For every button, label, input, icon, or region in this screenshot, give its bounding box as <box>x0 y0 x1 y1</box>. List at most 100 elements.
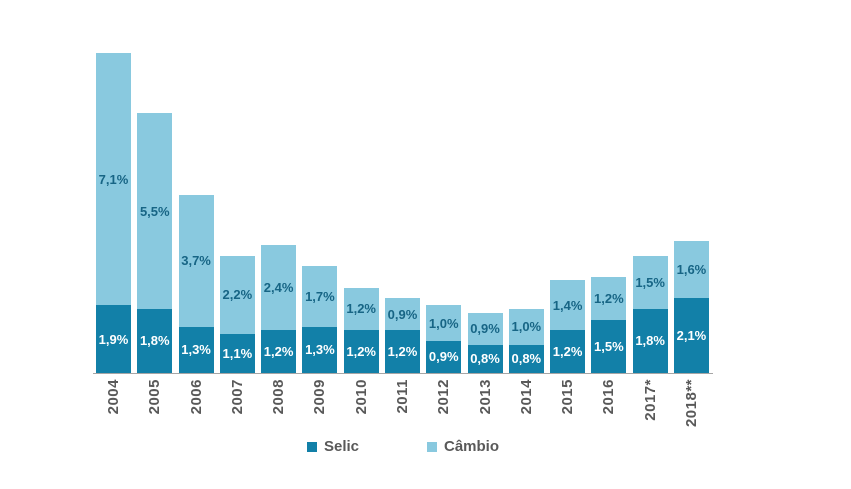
data-label: 5,5% <box>139 203 170 219</box>
x-tick-label: 2014 <box>517 379 535 415</box>
data-label: 1,0% <box>511 319 542 335</box>
data-label: 1,4% <box>552 297 583 313</box>
x-tick-label: 2013 <box>476 379 494 415</box>
data-label: 1,2% <box>263 344 294 360</box>
bar-2007: 1,1% 2,2% <box>219 255 255 373</box>
bar-segment-cmbio-2004: 7,1% <box>96 52 131 306</box>
data-label: 0,9% <box>470 321 500 337</box>
bar-segment-selic-2009: 1,3% <box>302 326 338 373</box>
bar-2013: 0,8% 0,9% <box>467 312 503 373</box>
data-label: 1,5% <box>594 338 624 354</box>
bar-segment-selic-2015: 1,2% <box>550 330 586 373</box>
bar-2015: 1,2% 1,4% <box>550 280 586 373</box>
bar-segment-selic-2005: 1,8% <box>137 308 173 373</box>
x-tick-label: 2005 <box>146 379 164 415</box>
bar-segment-cmbio-2011: 0,9% <box>384 298 420 331</box>
data-label: 2,4% <box>263 280 294 296</box>
bar-2008: 1,2% 2,4% <box>261 244 297 373</box>
data-label: 2,2% <box>222 287 253 303</box>
bar-2018**: 2,1% 1,6% <box>673 241 709 373</box>
data-label: 1,8% <box>139 333 170 349</box>
bar-segment-cmbio-2008: 2,4% <box>261 244 297 331</box>
bar-2011: 1,2% 0,9% <box>384 298 420 373</box>
data-label: 1,2% <box>387 344 418 360</box>
x-tick-label: 2008 <box>270 379 288 415</box>
bar-2010: 1,2% 1,2% <box>343 287 379 373</box>
x-tick-label: 2007 <box>228 379 246 415</box>
data-label: 1,0% <box>428 315 459 331</box>
x-tick-label: 2012 <box>435 379 453 415</box>
data-label: 1,6% <box>676 262 707 278</box>
data-label: 1,2% <box>594 290 624 306</box>
bar-segment-cmbio-2007: 2,2% <box>219 255 255 334</box>
data-label: 1,3% <box>305 342 335 358</box>
bar-2006: 1,3% 3,7% <box>178 195 214 373</box>
data-label: 1,8% <box>635 333 665 349</box>
data-label: 1,3% <box>181 342 211 358</box>
bar-segment-cmbio-2014: 1,0% <box>508 308 544 345</box>
bar-segment-cmbio-2006: 3,7% <box>178 195 214 327</box>
data-label: 1,2% <box>346 301 376 317</box>
x-tick-label: 2016 <box>600 379 618 415</box>
bar-segment-selic-2010: 1,2% <box>343 330 379 373</box>
legend-label: Selic <box>323 438 359 455</box>
bar-segment-cmbio-2012: 1,0% <box>426 305 462 341</box>
bar-segment-selic-2007: 1,1% <box>219 333 255 373</box>
bar-segment-selic-2017*: 1,8% <box>632 308 668 373</box>
data-label: 7,1% <box>98 171 129 187</box>
data-label: 1,2% <box>346 344 376 360</box>
bar-segment-selic-2006: 1,3% <box>178 326 214 373</box>
bar-2017*: 1,8% 1,5% <box>632 255 668 373</box>
bar-segment-cmbio-2016: 1,2% <box>591 276 627 320</box>
plot-area: 1,9% 7,1% 1,8% 5,5% 1,3% 3,7% 1,1% 2,2% 1,2% 2,4%… <box>96 51 709 373</box>
data-label: 0,9% <box>428 349 459 365</box>
x-tick-label: 2006 <box>187 379 205 415</box>
bar-2014: 0,8% 1,0% <box>508 308 544 373</box>
legend: Selic Câmbio <box>98 439 708 454</box>
bar-segment-cmbio-2009: 1,7% <box>302 266 338 327</box>
data-label: 1,1% <box>222 345 253 361</box>
bar-2005: 1,8% 5,5% <box>137 113 173 373</box>
bar-segment-selic-2016: 1,5% <box>591 319 627 373</box>
data-label: 2,1% <box>676 328 707 344</box>
bar-2016: 1,5% 1,2% <box>591 276 627 373</box>
data-label: 0,8% <box>511 351 542 367</box>
x-axis-line <box>93 373 713 374</box>
legend-swatch-icon <box>427 441 437 452</box>
bar-2004: 1,9% 7,1% <box>96 52 131 373</box>
legend-item-selic: Selic <box>306 438 359 455</box>
data-label: 1,2% <box>552 344 583 360</box>
x-tick-label: 2018** <box>682 379 700 428</box>
bar-segment-selic-2012: 0,9% <box>426 340 462 373</box>
x-tick-label: 2011 <box>393 379 411 414</box>
data-label: 0,8% <box>470 351 500 367</box>
data-label: 1,7% <box>305 288 335 304</box>
x-tick-label: 2015 <box>559 379 577 415</box>
bar-segment-cmbio-2017*: 1,5% <box>632 255 668 309</box>
bar-segment-cmbio-2013: 0,9% <box>467 312 503 345</box>
data-label: 1,9% <box>98 331 129 347</box>
bar-2009: 1,3% 1,7% <box>302 266 338 373</box>
x-tick-label: 2009 <box>311 379 329 415</box>
bar-2012: 0,9% 1,0% <box>426 305 462 373</box>
bar-segment-selic-2008: 1,2% <box>261 330 297 373</box>
data-label: 0,9% <box>387 306 418 322</box>
data-label: 1,5% <box>635 274 665 290</box>
x-tick-label: 2010 <box>352 379 370 415</box>
bar-segment-selic-2013: 0,8% <box>467 344 503 373</box>
bar-segment-cmbio-2015: 1,4% <box>550 280 586 331</box>
legend-item-cmbio: Câmbio <box>427 439 499 454</box>
bar-segment-selic-2004: 1,9% <box>96 305 131 373</box>
bar-segment-selic-2011: 1,2% <box>384 330 420 373</box>
x-tick-label: 2004 <box>105 379 122 415</box>
bar-segment-cmbio-2010: 1,2% <box>343 287 379 331</box>
bar-segment-cmbio-2018**: 1,6% <box>673 241 709 299</box>
legend-label: Câmbio <box>444 438 500 455</box>
bar-segment-cmbio-2005: 5,5% <box>137 113 173 309</box>
x-tick-label: 2017* <box>641 379 659 421</box>
data-label: 3,7% <box>181 253 211 269</box>
legend-swatch-icon <box>306 441 317 452</box>
bar-segment-selic-2014: 0,8% <box>508 344 544 373</box>
bar-segment-selic-2018**: 2,1% <box>673 298 709 373</box>
